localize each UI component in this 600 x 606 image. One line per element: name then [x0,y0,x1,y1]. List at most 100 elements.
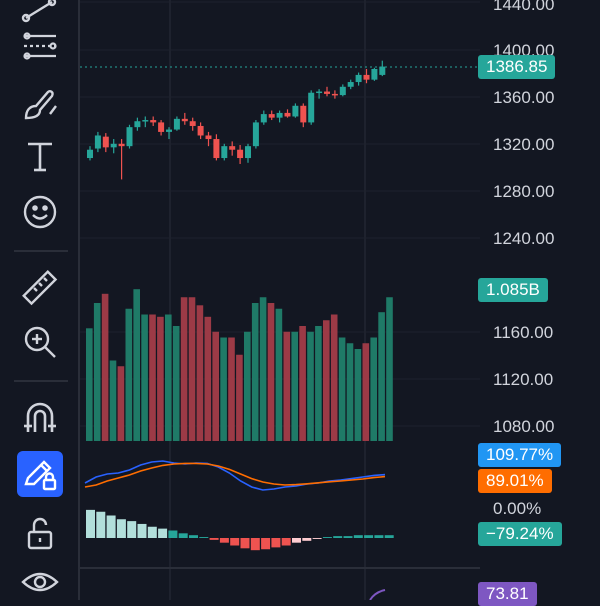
emoji-icon[interactable] [14,188,66,236]
macd-series-line [84,462,386,488]
histogram-bar [302,538,312,541]
candle-body [379,66,386,75]
bottom-indicator-line [369,589,386,600]
volume-bar [299,326,306,441]
volume-bar [196,305,204,441]
candle-body [110,143,117,148]
candle-body [237,149,244,159]
volume-bar [165,314,172,441]
volume-bar [386,297,393,441]
histogram-bar [333,536,343,538]
volume-bar [236,354,243,441]
macd-histogram [86,509,394,551]
trend-tools-icon[interactable] [14,0,66,32]
candle-body [252,122,259,147]
toolbar-separator [14,250,68,252]
histogram-bar [209,538,219,540]
candle-body [292,105,299,117]
volume-bar [157,316,164,441]
volume-bar [86,328,93,441]
histogram-bar [240,538,250,549]
candle-body [268,114,275,118]
candle-body [213,139,220,159]
histogram-bar [364,535,374,538]
volume-bar [204,316,212,441]
candle-body [347,82,354,87]
candle-body [284,112,291,117]
histogram-bar [261,538,271,550]
candle-body [142,120,149,122]
volume-bar [251,303,259,441]
zero-line-label: 0.00% [493,499,542,518]
candle-body [118,143,125,147]
candle-body [87,149,93,159]
volume-bar [370,337,377,441]
toolbar-divider [78,0,80,600]
histogram-bar [199,537,209,538]
macd-lines [84,460,386,491]
histogram-bar [281,538,291,546]
volume-bar [109,360,117,441]
magnet-icon[interactable] [14,394,66,442]
price-tick: 1080.00 [493,417,555,436]
candle-body [197,125,204,136]
histogram-bar [127,521,137,538]
volume-tag: 1.085B [478,278,548,302]
text-icon[interactable] [14,132,66,180]
volume-bar [338,337,346,441]
price-tick: 1280.00 [493,182,555,201]
candle-body [94,135,101,149]
histogram-bar [147,526,157,538]
volume-bar [244,331,251,441]
volume-bar [323,320,330,441]
volume-bar [315,326,322,441]
price-tick: 1240.00 [493,229,555,248]
volume-bar [267,303,275,441]
price-tick: 1320.00 [493,135,555,154]
candle-body [324,91,330,94]
candle-body [102,136,109,148]
candle-body [181,118,188,122]
candle-body [245,146,251,159]
unlock-icon[interactable] [14,510,66,558]
histogram-bar [353,535,363,538]
candle-body [260,114,267,123]
volume-bar [117,366,125,441]
drawing-toolbar [0,0,78,600]
fib-tools-icon[interactable] [14,22,66,70]
ruler-icon[interactable] [14,264,66,312]
candle-body [363,74,370,80]
volume-bar [283,331,291,441]
volume-bar [133,289,140,441]
histogram-tag: −79.24% [478,522,562,546]
eye-icon[interactable] [14,558,66,606]
chart-canvas[interactable] [80,0,600,600]
volume-bar [172,326,180,441]
candle-body [371,68,378,80]
brush-icon[interactable] [14,80,66,128]
volume-bar [188,297,196,441]
volume-bar [354,349,362,441]
volume-bar [212,331,219,441]
candle-body [158,122,165,132]
candle-body [339,86,346,96]
toolbar-separator [14,380,68,382]
volume-bars [86,289,393,441]
volume-bar [180,297,188,441]
signal-line-tag: 89.01% [478,469,552,493]
price-tick: 1120.00 [493,370,554,389]
price-tick: 1440.00 [493,0,555,14]
candle-body [355,74,362,83]
candle-body [221,146,228,159]
histogram-bar [86,509,95,538]
lock-drawing-icon[interactable] [17,451,63,497]
volume-bar [378,312,385,441]
histogram-bar [250,538,260,551]
histogram-bar [116,519,126,538]
volume-bar [125,308,133,441]
price-tick: 1160.00 [493,323,554,342]
candle-body [331,93,338,96]
zoom-in-icon[interactable] [14,318,66,366]
histogram-bar [219,538,229,543]
bottom-indicator-tag: 73.81 [478,582,537,606]
